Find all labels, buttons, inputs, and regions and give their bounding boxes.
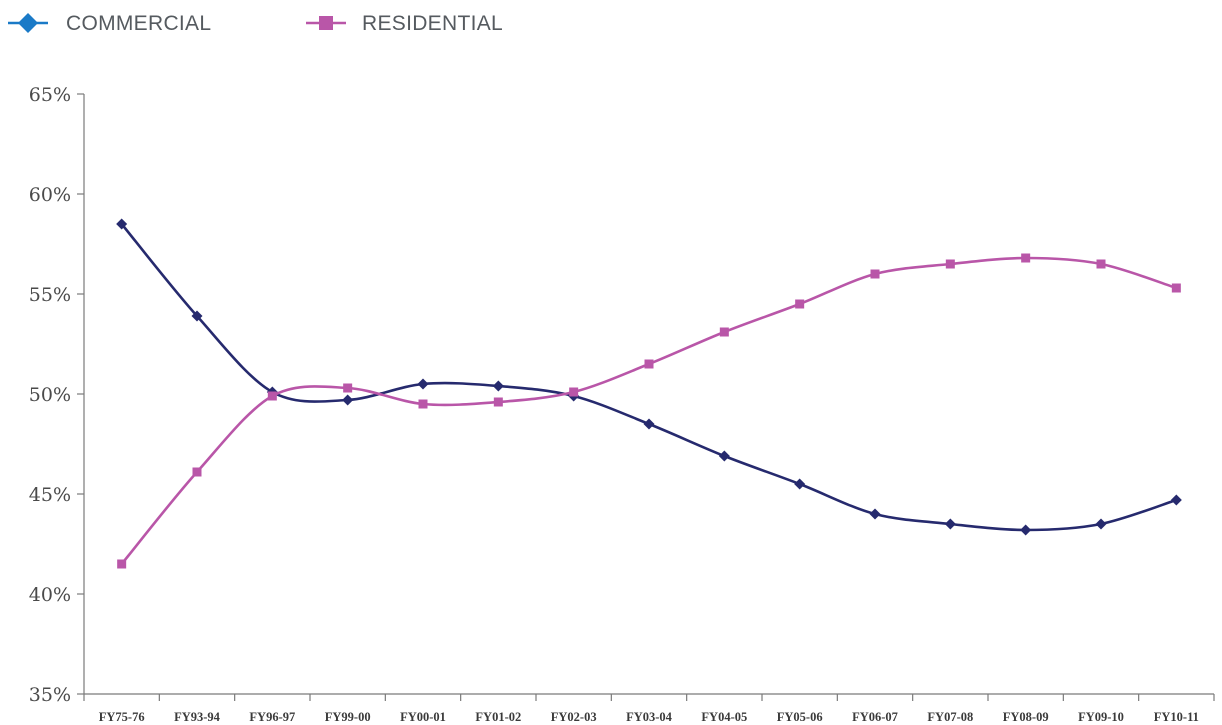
y-tick-label: 65% <box>29 84 71 106</box>
data-point-commercial <box>417 378 429 390</box>
x-tick-label: FY01-02 <box>475 710 521 724</box>
series-line-commercial <box>120 222 1178 532</box>
data-point-residential <box>192 467 202 477</box>
data-point-commercial <box>1095 518 1107 530</box>
x-tick-label: FY96-97 <box>249 710 295 724</box>
data-point-residential <box>719 327 729 337</box>
data-point-residential <box>1171 283 1181 293</box>
legend-marker-commercial <box>18 13 38 33</box>
legend-item-residential: RESIDENTIAL <box>306 12 503 35</box>
y-tick-label: 60% <box>29 184 71 206</box>
data-point-commercial <box>191 310 203 322</box>
data-point-commercial <box>869 508 881 520</box>
data-point-residential <box>870 269 880 279</box>
x-tick-label: FY07-08 <box>927 710 973 724</box>
series-line-residential <box>120 256 1178 566</box>
x-tick-label: FY10-11 <box>1154 710 1199 724</box>
data-point-residential <box>945 259 955 269</box>
data-point-commercial <box>1020 524 1032 536</box>
data-point-residential <box>343 383 353 393</box>
y-tick-label: 45% <box>29 484 71 506</box>
axes <box>83 94 1214 695</box>
x-axis-ticks: FY75-76 FY93-94 FY96-97 FY99-00 FY00-01 FY01-… <box>83 694 1215 724</box>
legend-marker-residential <box>319 16 333 30</box>
legend-label-residential: RESIDENTIAL <box>362 12 503 35</box>
data-point-residential <box>569 387 579 397</box>
data-point-residential <box>418 399 428 409</box>
x-tick-label: FY05-06 <box>777 710 823 724</box>
y-tick-label: 40% <box>29 584 71 606</box>
legend: COMMERCIAL RESIDENTIAL <box>8 12 503 35</box>
data-point-commercial <box>944 518 956 530</box>
series-layer <box>116 218 1182 569</box>
x-tick-label: FY00-01 <box>400 710 446 724</box>
y-tick-label: 50% <box>29 384 71 406</box>
data-point-commercial <box>342 394 354 406</box>
x-tick-label: FY04-05 <box>701 710 747 724</box>
data-point-commercial <box>718 450 730 462</box>
data-point-residential <box>267 391 277 401</box>
x-tick-label: FY99-00 <box>325 710 371 724</box>
x-tick-label: FY02-03 <box>551 710 597 724</box>
data-point-residential <box>644 359 654 369</box>
data-point-residential <box>1021 253 1031 263</box>
data-point-commercial <box>116 218 128 230</box>
y-tick-label: 35% <box>29 684 71 706</box>
x-tick-label: FY75-76 <box>99 710 145 724</box>
data-point-residential <box>493 397 503 407</box>
x-tick-label: FY08-09 <box>1003 710 1049 724</box>
data-point-commercial <box>794 478 806 490</box>
y-axis-ticks: 35% 40% 45% 50% 55% 60% 65% <box>29 84 84 706</box>
x-tick-label: FY09-10 <box>1078 710 1124 724</box>
data-point-commercial <box>643 418 655 430</box>
x-tick-label: FY06-07 <box>852 710 898 724</box>
data-point-residential <box>795 299 805 309</box>
y-tick-label: 55% <box>29 284 71 306</box>
data-point-residential <box>1096 259 1106 269</box>
data-point-commercial <box>492 380 504 392</box>
legend-label-commercial: COMMERCIAL <box>66 12 211 35</box>
data-point-residential <box>117 559 127 569</box>
legend-item-commercial: COMMERCIAL <box>8 12 211 35</box>
x-tick-label: FY03-04 <box>626 710 673 724</box>
x-tick-label: FY93-94 <box>174 710 221 724</box>
data-point-commercial <box>1170 494 1182 506</box>
